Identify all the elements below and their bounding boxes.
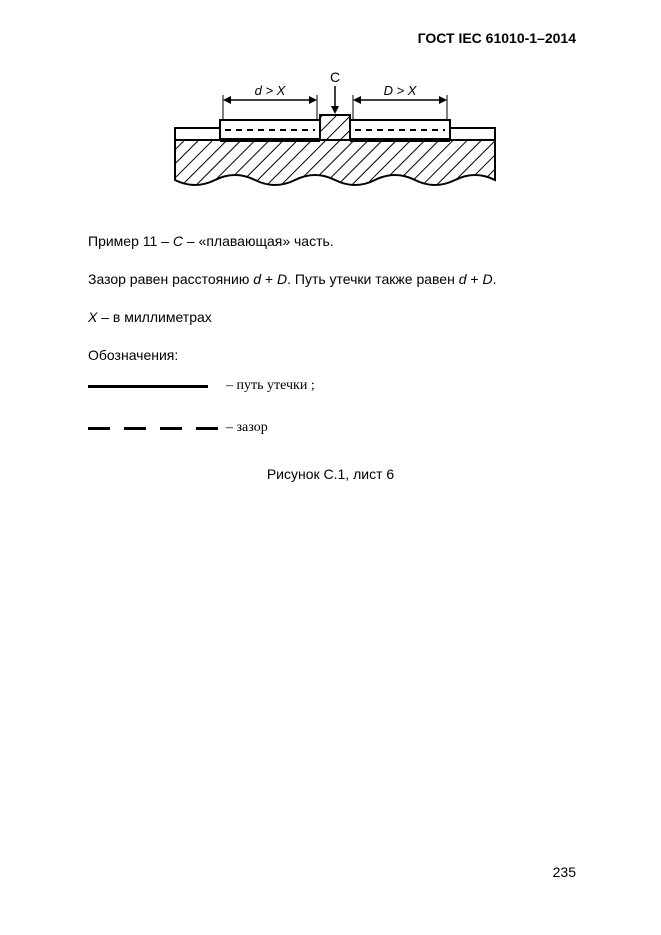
dashed-line-icon <box>88 427 218 430</box>
paragraph-gap: Зазор равен расстоянию d + D. Путь утечк… <box>88 270 497 288</box>
diagram-label-big-d: D > X <box>384 83 418 98</box>
diagram-label-c: C <box>330 70 340 85</box>
legend-gap: – зазор <box>88 420 268 436</box>
paragraph-x: X – в миллиметрах <box>88 308 212 326</box>
diagram-figure: C d > X D > X <box>155 70 515 200</box>
header-standard: ГОСТ IEC 61010-1–2014 <box>418 30 576 46</box>
page: ГОСТ IEC 61010-1–2014 <box>0 0 661 935</box>
page-number: 235 <box>553 864 576 880</box>
diagram-label-d: d > X <box>255 83 287 98</box>
figure-caption: Рисунок С.1, лист 6 <box>0 466 661 482</box>
paragraph-example: Пример 11 – C – «плавающая» часть. <box>88 232 334 250</box>
solid-line-icon <box>88 385 218 388</box>
legend-creepage: – путь утечки ; <box>88 378 315 394</box>
legend-gap-label: – зазор <box>226 420 268 436</box>
legend-title: Обозначения: <box>88 346 178 364</box>
legend-creepage-label: – путь утечки ; <box>226 378 315 394</box>
